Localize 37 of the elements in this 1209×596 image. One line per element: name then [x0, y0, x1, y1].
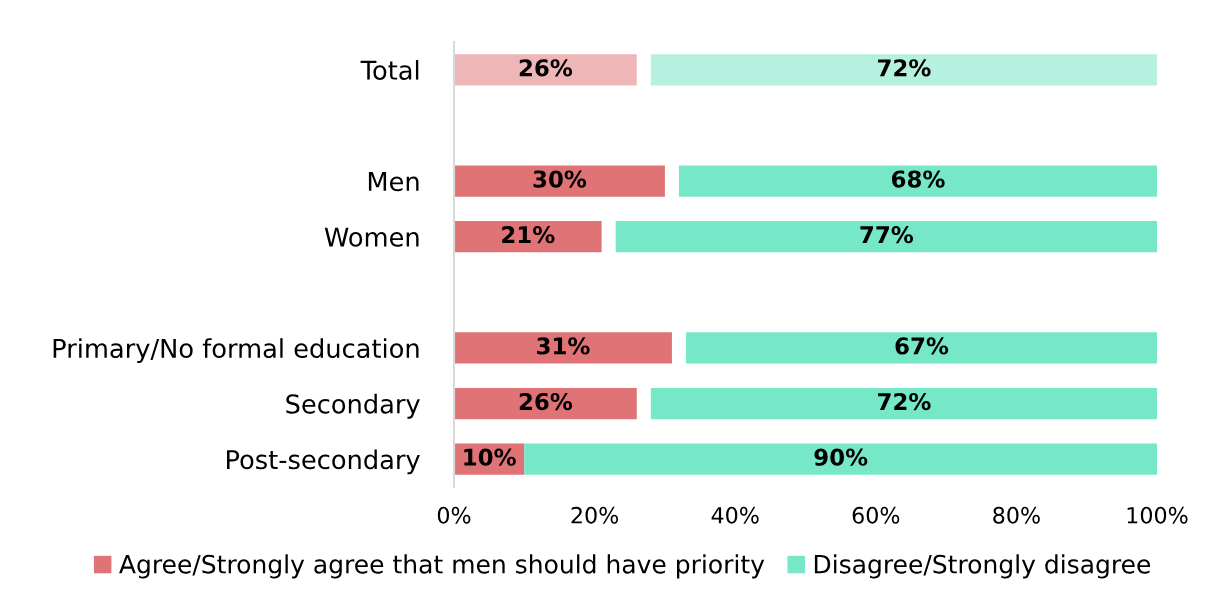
x-tick-label: 80% [993, 506, 1040, 524]
y-tick-label: Men [368, 172, 419, 192]
bar [615, 221, 1157, 253]
bar [454, 332, 672, 364]
bar [650, 54, 1157, 86]
bar [650, 387, 1157, 420]
bar [454, 387, 637, 420]
y-tick-label: Secondary [286, 393, 420, 419]
y-tick-label: Primary/No formal education [53, 338, 419, 364]
data-label: 26% [519, 59, 573, 77]
x-tick-label: 20% [571, 506, 619, 524]
data-label: 68% [891, 170, 945, 188]
legend-label: Agree/Strongly agree that men should have priority [119, 554, 765, 579]
bar [524, 443, 1157, 475]
data-label: 21% [502, 226, 555, 244]
data-label: 72% [878, 392, 931, 411]
data-label: 90% [814, 448, 868, 466]
data-label: 31% [537, 337, 590, 355]
data-label: 26% [519, 392, 573, 411]
bar [454, 221, 602, 253]
data-label: 30% [533, 170, 587, 188]
bar [685, 332, 1157, 364]
x-tick-label: 0% [437, 506, 471, 524]
data-label: 67% [895, 337, 949, 355]
data-label: 10% [464, 448, 516, 466]
bar [454, 165, 665, 197]
legend-label: Disagree/Strongly disagree [814, 554, 1151, 579]
bar [678, 165, 1157, 197]
x-tick-label: 100% [1127, 506, 1188, 524]
y-tick-label: Total [360, 60, 419, 80]
data-label: 72% [878, 59, 931, 77]
y-tick-label: Women [324, 227, 419, 247]
x-tick-label: 60% [852, 506, 900, 524]
data-label: 77% [860, 226, 914, 244]
y-tick-label: Post-secondary [227, 449, 420, 475]
x-tick-label: 40% [711, 506, 759, 524]
bar [454, 54, 637, 86]
